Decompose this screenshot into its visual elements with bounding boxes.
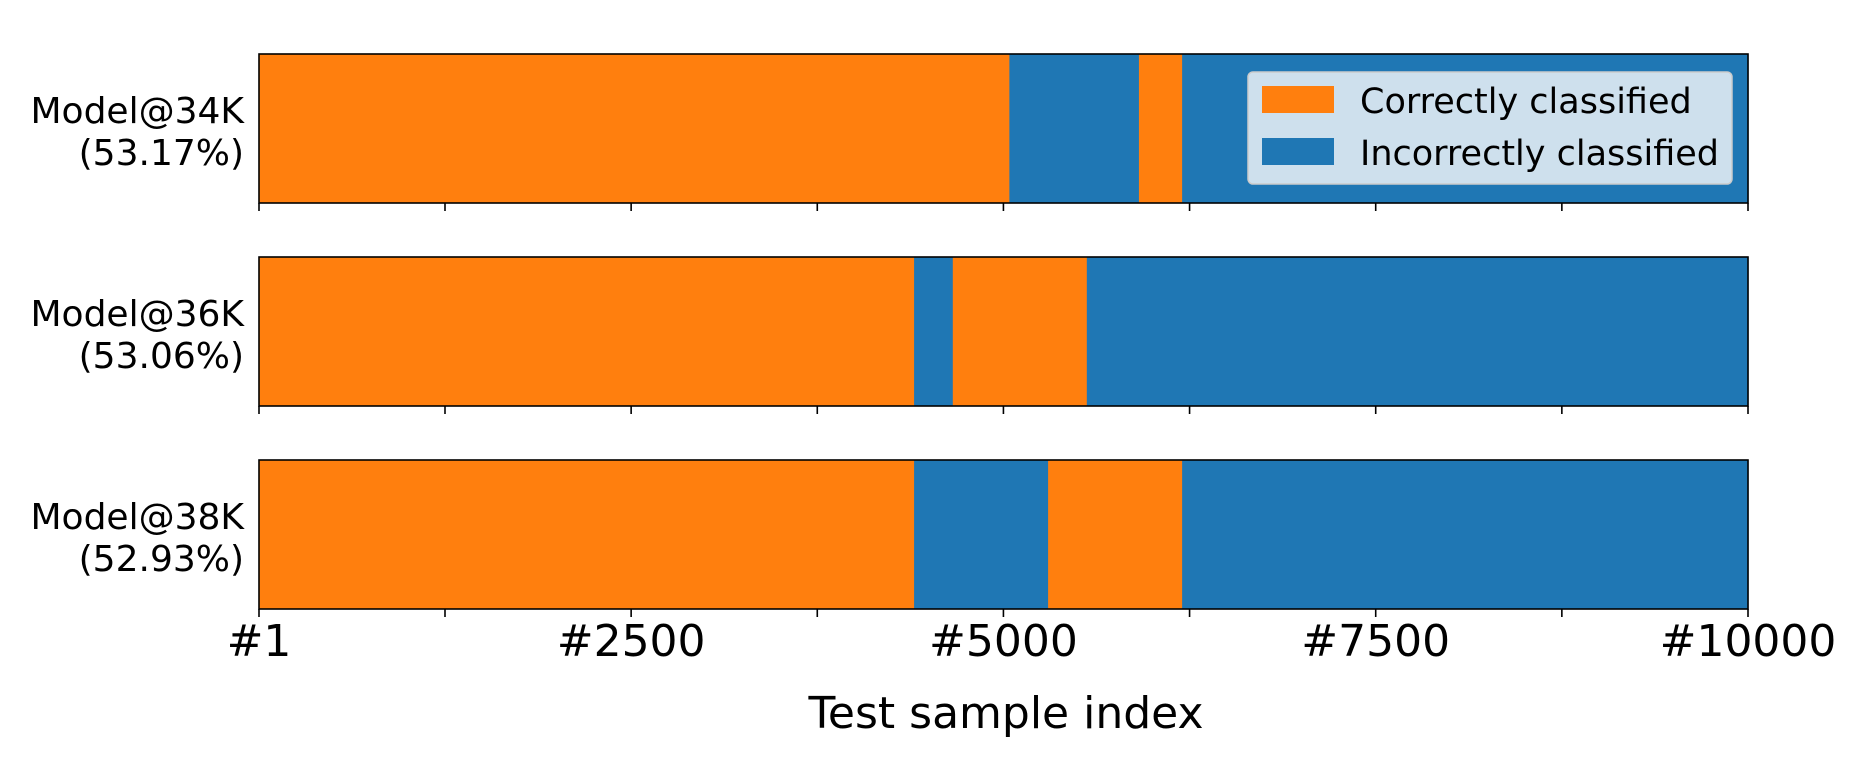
segment-correct-0-2 — [1138, 54, 1183, 203]
segment-incorrect-2-3 — [1182, 460, 1749, 609]
segment-correct-1-2 — [952, 257, 1088, 406]
row-label-0: Model@34K — [30, 91, 245, 132]
segment-correct-2-2 — [1048, 460, 1183, 609]
legend-label-0: Correctly classified — [1360, 82, 1692, 122]
legend-label-1: Incorrectly classified — [1360, 134, 1719, 174]
segment-incorrect-1-3 — [1086, 257, 1749, 406]
row-2: Model@38K(52.93%) — [30, 459, 1749, 617]
legend-swatch-0 — [1262, 86, 1334, 113]
row-sublabel-2: (52.93%) — [79, 539, 244, 580]
segment-incorrect-0-1 — [1009, 54, 1140, 203]
x-tick-label-3: #7500 — [1301, 616, 1450, 667]
x-axis-title: Test sample index — [808, 688, 1204, 739]
legend: Correctly classified Incorrectly classifi… — [1247, 71, 1733, 185]
legend-box — [1247, 71, 1733, 185]
row-sublabel-0: (53.17%) — [79, 133, 244, 174]
x-tick-label-4: #10000 — [1660, 616, 1837, 667]
row-1: Model@36K(53.06%) — [30, 256, 1749, 414]
row-label-2: Model@38K — [30, 497, 245, 538]
x-tick-label-2: #5000 — [929, 616, 1078, 667]
row-sublabel-1: (53.06%) — [79, 336, 244, 377]
row-label-1: Model@36K — [30, 294, 245, 335]
segment-correct-0-0 — [259, 54, 1010, 203]
segment-correct-1-0 — [259, 257, 915, 406]
x-axis: #1 #2500 #5000 #7500 #10000 — [227, 616, 1837, 667]
segment-correct-2-0 — [259, 460, 915, 609]
segment-incorrect-2-1 — [914, 460, 1049, 609]
x-tick-label-1: #2500 — [557, 616, 706, 667]
x-tick-label-0: #1 — [227, 616, 292, 667]
legend-swatch-1 — [1262, 138, 1334, 165]
segment-incorrect-1-1 — [914, 257, 954, 406]
